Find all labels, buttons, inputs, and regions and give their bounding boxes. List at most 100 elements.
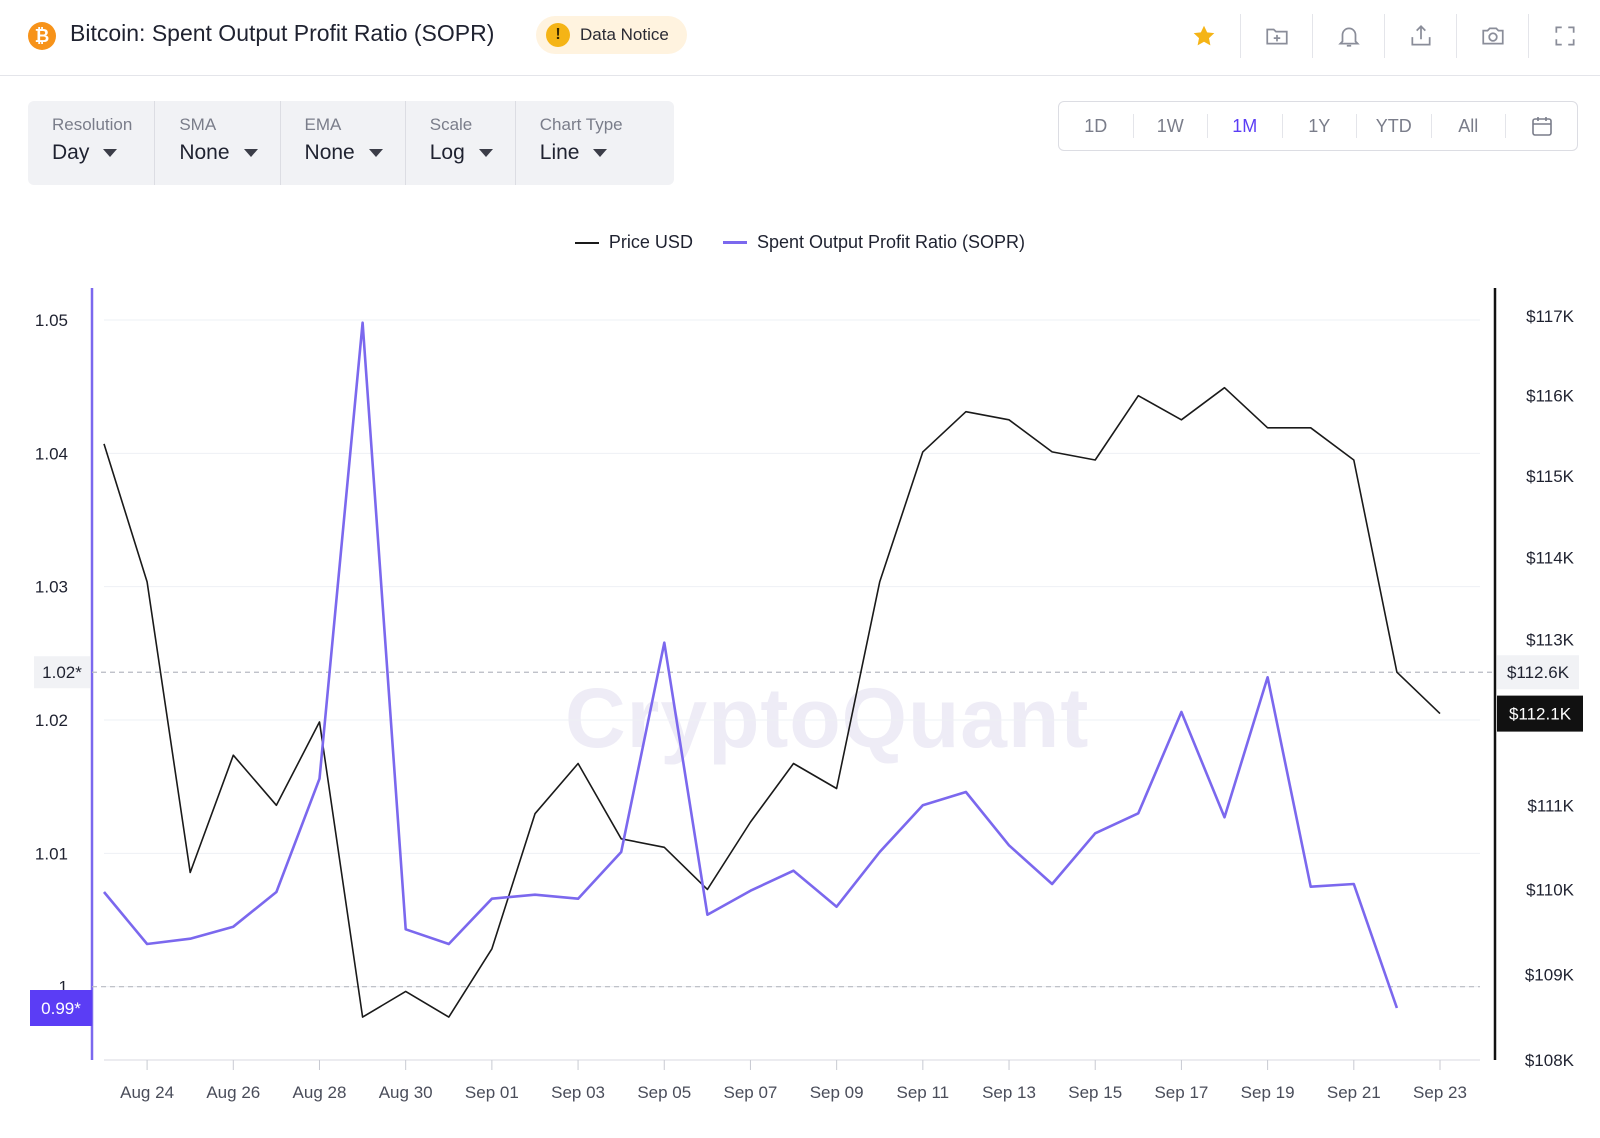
favorite-button[interactable] — [1168, 14, 1240, 58]
screenshot-button[interactable] — [1456, 14, 1528, 58]
share-button[interactable] — [1384, 14, 1456, 58]
price-point — [273, 802, 279, 808]
header-toolbar — [1168, 14, 1600, 58]
sopr-point — [273, 889, 279, 895]
sopr-point — [1308, 884, 1314, 890]
alert-button[interactable] — [1312, 14, 1384, 58]
range-1y[interactable]: 1Y — [1281, 114, 1357, 138]
x-tick-label: Sep 09 — [810, 1083, 864, 1102]
chart-area[interactable]: CryptoQuant 1.05 1.04 1.03 1.02 1.01 1 $117K $1… — [0, 280, 1600, 1138]
fullscreen-button[interactable] — [1528, 14, 1600, 58]
sopr-point — [1049, 881, 1055, 887]
sopr-price-chart[interactable]: 1.05 1.04 1.03 1.02 1.01 1 $117K $116K $115K $114… — [0, 280, 1600, 1138]
price-point — [489, 946, 495, 952]
x-tick-label: Sep 11 — [897, 1083, 950, 1102]
x-tick-label: Sep 23 — [1413, 1083, 1467, 1102]
chevron-down-icon — [593, 149, 608, 157]
bell-icon — [1337, 27, 1360, 47]
y-left-tick-label: 1 — [59, 978, 68, 997]
sopr-point — [1394, 1005, 1400, 1011]
y-right-tick-label: $113K — [1526, 630, 1575, 649]
sopr-point — [316, 776, 322, 782]
page-title: Bitcoin: Spent Output Profit Ratio (SOPR… — [70, 20, 495, 46]
sopr-point — [360, 320, 366, 326]
scale-dropdown[interactable]: Scale Log — [404, 101, 515, 185]
price-point — [747, 819, 753, 825]
sopr-point — [1265, 674, 1271, 680]
resolution-dropdown[interactable]: Resolution Day — [28, 101, 154, 185]
date-picker-button[interactable] — [1505, 114, 1577, 138]
x-tick-label: Sep 07 — [724, 1083, 778, 1102]
data-notice-button[interactable]: ! Data Notice — [536, 16, 687, 54]
price-point — [661, 844, 667, 850]
chevron-down-icon — [103, 149, 118, 157]
fullscreen-icon — [1554, 26, 1575, 46]
chart-type-dropdown[interactable]: Chart Type Line — [514, 101, 645, 185]
price-crosshair-label: $112.6K — [1507, 663, 1570, 682]
price-point — [1437, 711, 1443, 717]
x-tick-label: Aug 24 — [120, 1083, 174, 1102]
sopr-point — [187, 936, 193, 942]
sopr-point — [403, 926, 409, 932]
x-tick-label: Sep 01 — [465, 1083, 519, 1102]
range-all[interactable]: All — [1430, 114, 1506, 138]
range-1d[interactable]: 1D — [1084, 116, 1108, 136]
sopr-point — [575, 896, 581, 902]
x-tick-label: Aug 26 — [206, 1083, 260, 1102]
price-point — [446, 1014, 452, 1020]
price-crosshair-badge — [1497, 655, 1579, 690]
chevron-down-icon — [368, 149, 383, 157]
ema-value: None — [304, 141, 355, 164]
price-point — [1351, 457, 1357, 463]
calendar-icon — [1531, 117, 1552, 136]
y-left-tick-label: 1.02 — [35, 711, 68, 730]
price-usd-line — [103, 386, 1441, 1018]
legend-swatch-price — [574, 241, 599, 244]
price-point — [791, 761, 797, 767]
sopr-crosshair-badge — [34, 656, 90, 689]
range-1w[interactable]: 1W — [1132, 114, 1208, 138]
sopr-point — [1092, 830, 1098, 836]
legend-item-price[interactable]: Price USD — [574, 232, 693, 253]
chart-legend: Price USD Spent Output Profit Ratio (SOP… — [0, 232, 1600, 253]
watermark: CryptoQuant — [565, 671, 1090, 765]
price-point — [618, 836, 624, 842]
price-point — [920, 449, 926, 455]
camera-icon — [1481, 27, 1504, 45]
sopr-point — [1135, 810, 1141, 816]
x-tick-label: Sep 13 — [982, 1083, 1036, 1102]
price-point — [1092, 457, 1098, 463]
ema-dropdown[interactable]: EMA None — [279, 101, 405, 185]
sopr-point — [144, 941, 150, 947]
sopr-line — [102, 321, 1399, 1009]
sopr-point — [1178, 709, 1184, 715]
range-ytd[interactable]: YTD — [1356, 114, 1431, 138]
x-tick-label: Sep 05 — [637, 1083, 691, 1102]
sopr-point — [618, 849, 624, 855]
add-to-folder-button[interactable] — [1240, 14, 1312, 58]
legend-label-sopr: Spent Output Profit Ratio (SOPR) — [756, 232, 1026, 252]
y-right-tick-label: $110K — [1526, 880, 1575, 899]
add-folder-icon — [1265, 28, 1288, 45]
chevron-down-icon — [478, 149, 493, 157]
sopr-point — [834, 904, 840, 910]
sopr-current-badge — [30, 990, 92, 1026]
x-tick-label: Sep 03 — [551, 1083, 605, 1102]
bitcoin-logo-icon: ₿ — [28, 22, 56, 50]
price-point — [1135, 393, 1141, 399]
x-tick-label: Aug 28 — [293, 1083, 347, 1102]
sopr-current-label: 0.99* — [41, 999, 81, 1018]
x-tick-label: Sep 19 — [1241, 1083, 1295, 1102]
sopr-point — [532, 892, 538, 898]
price-current-badge — [1497, 695, 1583, 732]
range-1m[interactable]: 1M — [1207, 114, 1282, 138]
sopr-point — [877, 849, 883, 855]
price-point — [877, 579, 883, 585]
sopr-point — [1351, 881, 1357, 887]
sma-dropdown[interactable]: SMA None — [154, 101, 279, 185]
legend-item-sopr[interactable]: Spent Output Profit Ratio (SOPR) — [722, 232, 1026, 253]
x-tick-label: Aug 30 — [379, 1083, 433, 1102]
ema-label: EMA — [304, 115, 342, 134]
sopr-point — [920, 802, 926, 808]
y-right-tick-label: $108K — [1525, 1051, 1575, 1070]
